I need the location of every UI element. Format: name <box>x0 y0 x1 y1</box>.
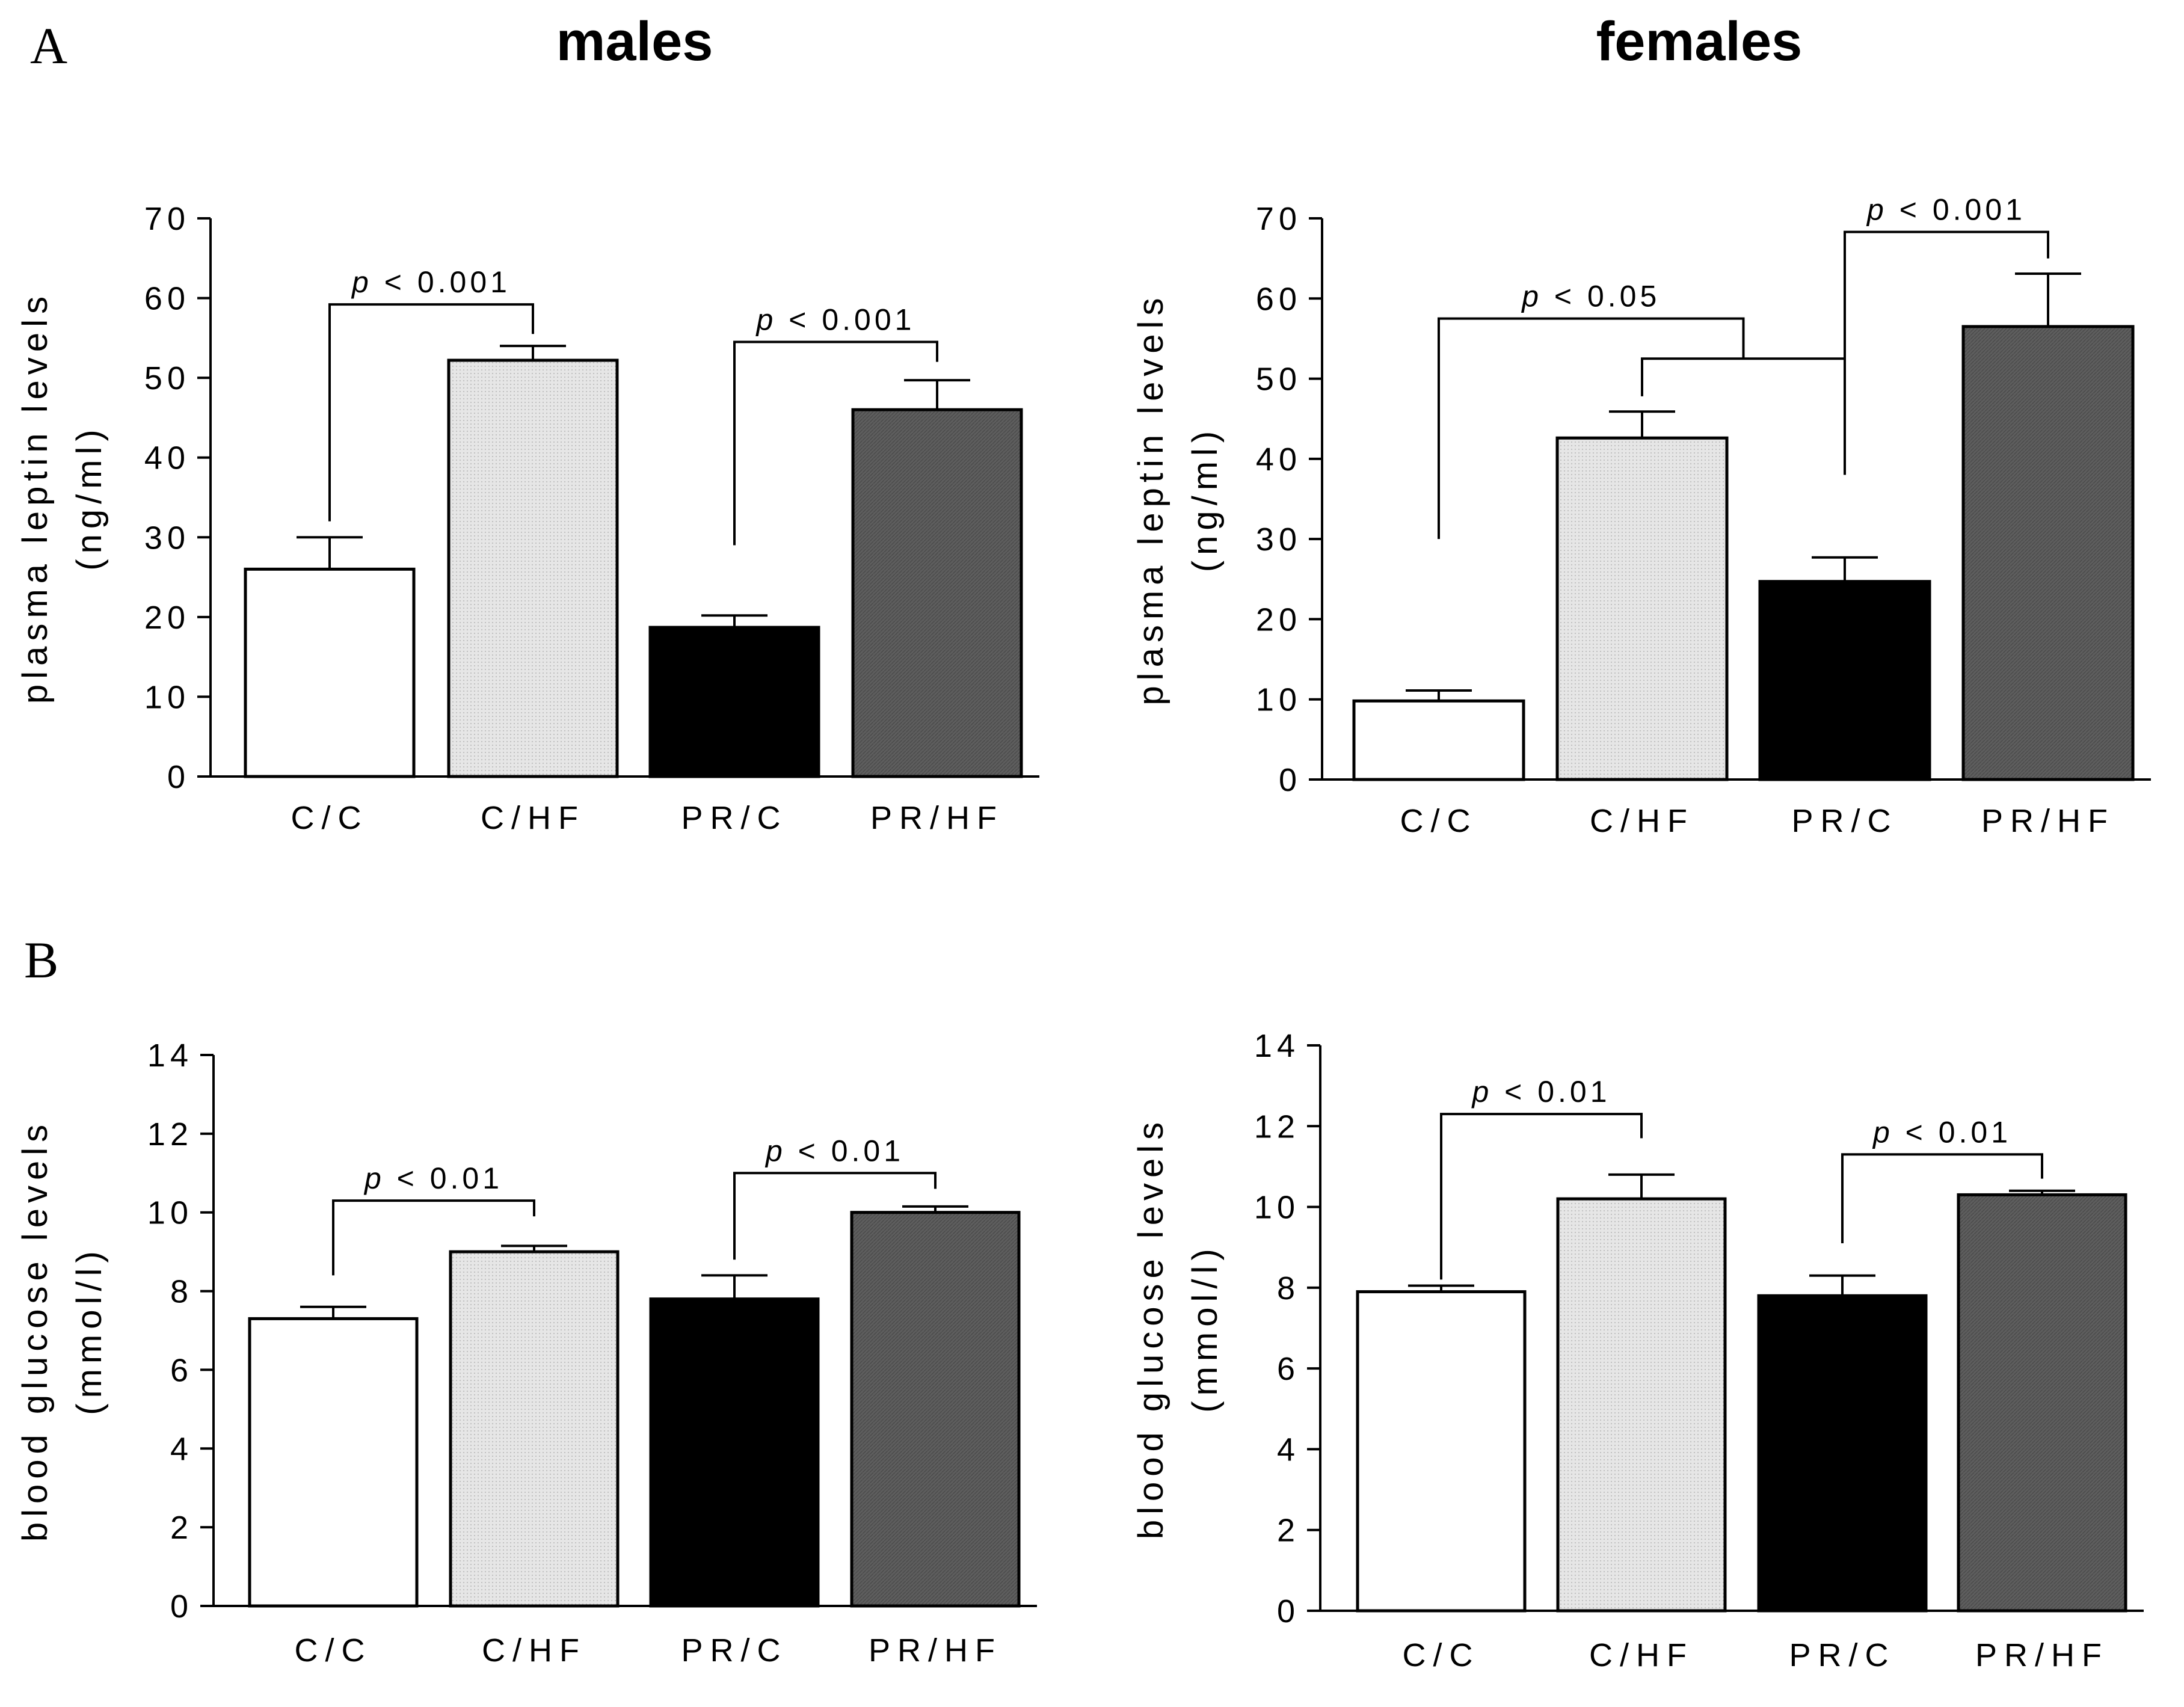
category-label: PR/C <box>1789 1637 1895 1673</box>
significance-label: p < 0.001 <box>755 303 915 336</box>
y-tick-label: 70 <box>1256 201 1302 237</box>
category-label: C/C <box>1403 1637 1480 1673</box>
bar-pr-hf <box>851 408 1023 778</box>
panel-letter-b: B <box>24 931 58 989</box>
significance-bracket <box>1438 317 1745 540</box>
y-tick-label: 6 <box>1277 1351 1300 1387</box>
column-title-females: females <box>1596 11 1803 72</box>
y-tick-label: 0 <box>1279 762 1302 798</box>
category-label: PR/HF <box>869 1632 1002 1669</box>
y-tick-label: 50 <box>1256 361 1302 398</box>
significance-bracket <box>1841 1153 2043 1243</box>
bar-c-hf <box>1556 1197 1727 1613</box>
category-label: PR/HF <box>1981 803 2115 839</box>
category-label: PR/HF <box>1975 1637 2109 1673</box>
significance-label: p < 0.01 <box>363 1161 503 1195</box>
significance-label: p < 0.001 <box>1866 193 2026 227</box>
y-axis-unit: (mmol/l) <box>1186 1243 1225 1412</box>
significance-bracket <box>733 1172 937 1260</box>
significance-bracket <box>328 303 534 521</box>
panel-letter-a: A <box>30 17 67 75</box>
y-tick-label: 50 <box>144 360 190 396</box>
leptin-males-chart: 0 10 20 30 40 50 60 70 C/C C/HF PR/C PR/HF plasma le… <box>16 201 1039 836</box>
bar-c-hf <box>1555 436 1729 781</box>
y-tick-label: 12 <box>1254 1109 1300 1145</box>
y-tick-label: 4 <box>1277 1432 1300 1468</box>
y-tick-label: 10 <box>1254 1190 1300 1226</box>
y-tick-label: 2 <box>1277 1513 1300 1549</box>
y-axis-title: plasma leptin levels <box>16 291 55 704</box>
bar-pr-hf <box>850 1211 1021 1608</box>
category-label: PR/HF <box>870 800 1004 836</box>
significance-bracket <box>733 340 938 546</box>
category-label: C/HF <box>1590 803 1694 839</box>
y-axis-title: blood glucose levels <box>16 1119 55 1542</box>
category-label: PR/C <box>1791 803 1898 839</box>
bar-c-c <box>244 567 416 778</box>
bar-pr-hf <box>1961 325 2135 781</box>
category-label: C/HF <box>481 800 585 836</box>
y-tick-label: 60 <box>144 281 190 317</box>
bar-pr-c <box>648 626 820 778</box>
y-axis-unit: (mmol/l) <box>70 1246 109 1415</box>
y-tick-label: 60 <box>1256 281 1302 317</box>
y-tick-label: 6 <box>170 1352 193 1388</box>
significance-label: p < 0.05 <box>1521 280 1660 313</box>
category-label: C/C <box>1400 803 1478 839</box>
y-tick-label: 70 <box>144 201 190 237</box>
significance-label: p < 0.001 <box>351 265 511 299</box>
y-tick-label: 2 <box>170 1510 193 1546</box>
y-tick-label: 8 <box>170 1274 193 1310</box>
glucose-females-chart: 0 2 4 6 8 10 12 14 C/C C/HF PR/C PR/HF blood glucose… <box>1131 1028 2144 1673</box>
significance-label: p < 0.01 <box>764 1134 904 1167</box>
y-tick-label: 10 <box>147 1195 193 1231</box>
y-tick-label: 10 <box>1256 682 1302 718</box>
category-label: PR/C <box>681 800 787 836</box>
category-label: C/HF <box>1589 1637 1694 1673</box>
y-tick-label: 0 <box>170 1589 193 1625</box>
bar-c-hf <box>447 358 619 778</box>
bar-c-hf <box>449 1250 620 1608</box>
significance-bracket <box>1440 1113 1643 1280</box>
y-tick-label: 4 <box>170 1431 193 1467</box>
y-tick-label: 20 <box>144 600 190 636</box>
y-tick-label: 30 <box>1256 521 1302 558</box>
glucose-males-chart: 0 2 4 6 8 10 12 14 C/C C/HF PR/C PR/HF blood glucose… <box>16 1038 1037 1669</box>
bar-pr-c <box>1757 1294 1928 1613</box>
significance-bracket <box>332 1199 535 1276</box>
y-axis-title: plasma leptin levels <box>1131 292 1170 705</box>
y-axis-unit: (ng/ml) <box>1186 426 1225 572</box>
bar-c-c <box>1352 699 1525 781</box>
bar-pr-hf <box>1957 1193 2127 1613</box>
y-tick-label: 0 <box>1277 1593 1300 1629</box>
y-tick-label: 0 <box>167 759 190 795</box>
y-axis-title: blood glucose levels <box>1131 1117 1170 1539</box>
category-label: C/C <box>291 800 369 836</box>
significance-bracket-nested <box>1641 357 1846 475</box>
y-tick-label: 8 <box>1277 1270 1300 1306</box>
bar-pr-c <box>1758 580 1931 781</box>
column-title-males: males <box>556 11 713 72</box>
y-tick-label: 10 <box>144 679 190 715</box>
y-tick-label: 14 <box>147 1038 193 1074</box>
category-label: PR/C <box>681 1632 787 1669</box>
bar-c-c <box>1356 1290 1527 1613</box>
y-tick-label: 40 <box>1256 441 1302 478</box>
significance-label: p < 0.01 <box>1872 1115 2011 1149</box>
leptin-females-chart: 0 10 20 30 40 50 60 70 C/C C/HF PR/C PR/HF plasma le… <box>1131 193 2151 839</box>
y-axis-unit: (ng/ml) <box>70 424 109 570</box>
significance-bracket <box>1844 230 2049 475</box>
category-label: C/HF <box>482 1632 586 1669</box>
y-tick-label: 40 <box>144 440 190 476</box>
bar-pr-c <box>649 1297 820 1608</box>
y-tick-label: 12 <box>147 1116 193 1152</box>
y-tick-label: 30 <box>144 520 190 556</box>
y-tick-label: 14 <box>1254 1028 1300 1064</box>
category-label: C/C <box>295 1632 372 1669</box>
significance-label: p < 0.01 <box>1471 1075 1610 1109</box>
y-tick-label: 20 <box>1256 601 1302 638</box>
bar-c-c <box>248 1317 419 1608</box>
